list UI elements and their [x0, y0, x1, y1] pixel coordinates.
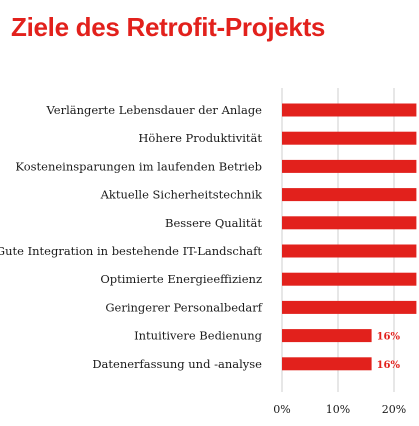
bar: [282, 103, 417, 117]
data-labels: 16% 16%: [377, 332, 401, 371]
bar: [282, 216, 417, 230]
x-tick-label: 10%: [326, 403, 350, 416]
category-label: Geringerer Personalbedarf: [105, 300, 262, 314]
category-label: Gute Integration in bestehende IT-Landsc…: [0, 244, 262, 258]
data-label: 16%: [377, 332, 401, 343]
bar: [282, 300, 417, 314]
category-labels: Verlängerte Lebensdauer der Anlage Höhere…: [0, 103, 263, 371]
category-label: Höhere Produktivität: [138, 131, 262, 145]
bar: [282, 329, 372, 343]
category-label: Bessere Qualität: [165, 216, 262, 230]
data-label: 16%: [377, 360, 401, 371]
x-axis-tick-labels: 0% 10% 20%: [273, 403, 406, 416]
category-label: Intuitivere Bedienung: [134, 329, 263, 343]
bar: [282, 188, 417, 202]
category-label: Optimierte Energieeffizienz: [100, 272, 262, 286]
category-label: Aktuelle Sicherheitstechnik: [100, 188, 263, 202]
category-label: Kosteneinsparungen im laufenden Betrieb: [15, 159, 262, 173]
category-label: Datenerfassung und -analyse: [92, 357, 262, 371]
x-tick-label: 20%: [382, 403, 406, 416]
bar: [282, 244, 417, 258]
bar: [282, 159, 417, 173]
bar: [282, 131, 417, 145]
x-tick-label: 0%: [273, 403, 290, 416]
bar: [282, 272, 417, 286]
bars: [282, 103, 417, 371]
chart-title: Ziele des Retrofit-Projekts: [11, 12, 326, 42]
bar: [282, 357, 372, 371]
category-label: Verlängerte Lebensdauer der Anlage: [46, 103, 263, 117]
